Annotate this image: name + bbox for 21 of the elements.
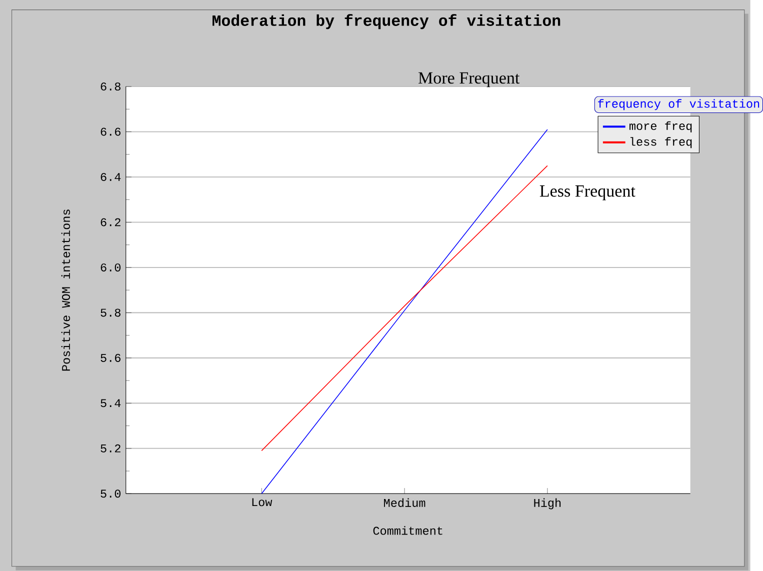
legend-label: more freq bbox=[630, 121, 692, 132]
x-tick-label: Medium bbox=[384, 498, 426, 507]
y-tick-label: 5.8 bbox=[100, 308, 120, 317]
legend-label: less freq bbox=[630, 136, 692, 148]
y-tick-label: 5.0 bbox=[100, 489, 121, 498]
y-tick-label: 6.6 bbox=[100, 128, 120, 136]
annotation: Less Frequent bbox=[540, 185, 636, 200]
y-tick-label: 6.8 bbox=[100, 82, 120, 90]
y-tick-label: 5.4 bbox=[100, 399, 121, 407]
y-tick-label: 6.2 bbox=[100, 218, 120, 226]
y-tick-label: 5.2 bbox=[100, 444, 120, 452]
legend-title: frequency of visitation bbox=[598, 98, 760, 110]
y-axis-title: Positive WOM intentions bbox=[61, 209, 70, 370]
y-tick-label: 5.6 bbox=[100, 354, 120, 362]
annotation: More Frequent bbox=[418, 72, 520, 87]
chart-title: Moderation by frequency of visitation bbox=[212, 14, 560, 29]
x-axis-title: Commitment bbox=[373, 526, 442, 535]
y-tick-label: 6.0 bbox=[100, 263, 121, 272]
x-tick-label: Low bbox=[252, 498, 272, 506]
y-tick-label: 6.4 bbox=[100, 172, 121, 181]
x-tick-label: High bbox=[534, 498, 561, 510]
